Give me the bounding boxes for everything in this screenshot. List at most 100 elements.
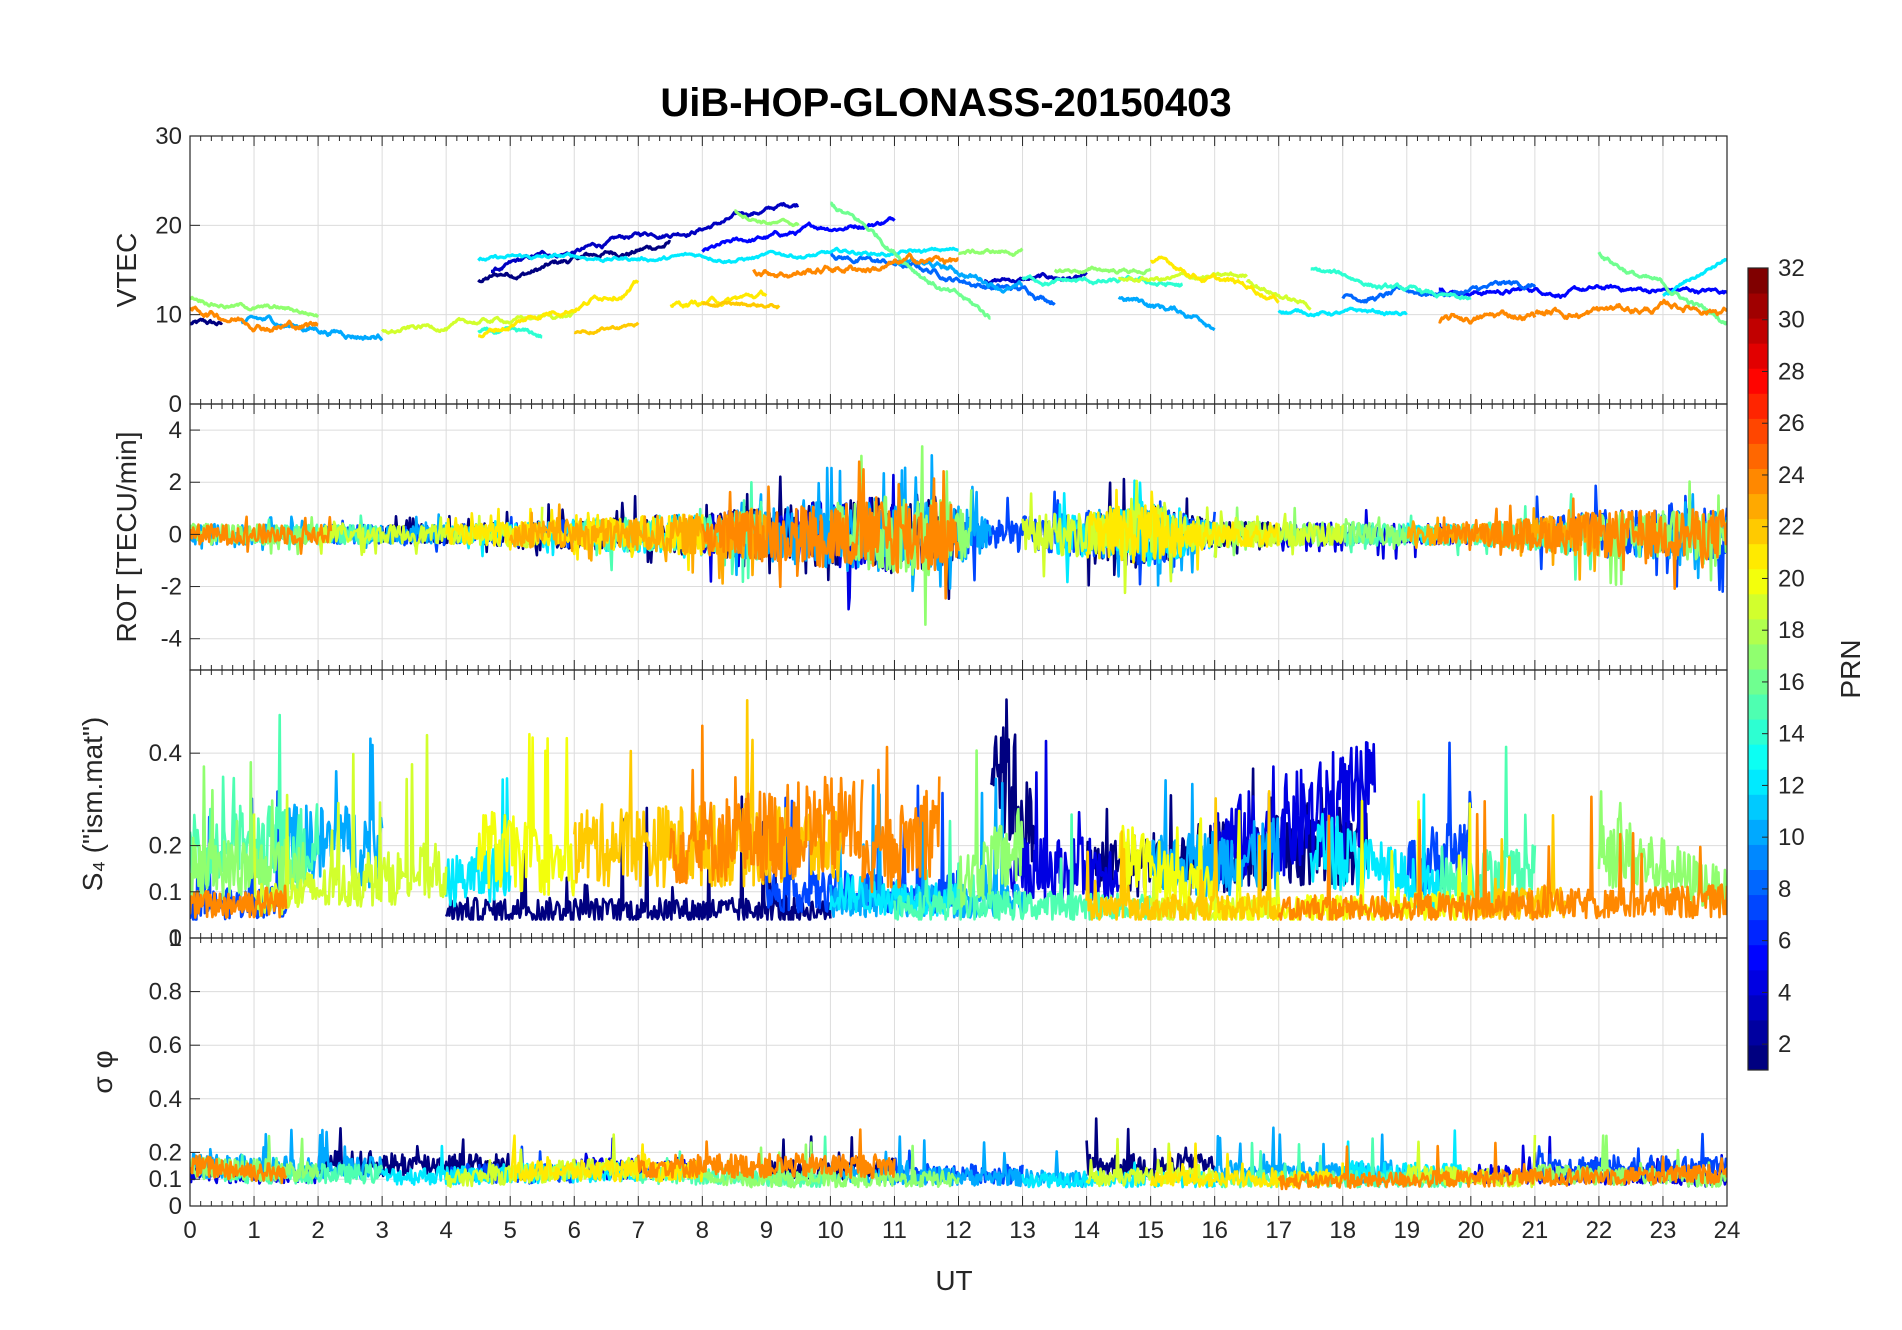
panel-vtec: 0 10 20 30 VTEC <box>111 123 1728 418</box>
series-line-prn-16 <box>829 201 992 320</box>
series-line-prn-17 <box>957 749 1024 908</box>
y-tick-label: 0.6 <box>149 1032 182 1059</box>
colorbar-step <box>1748 894 1768 921</box>
colorbar-step <box>1748 393 1768 419</box>
series-line-prn-1 <box>190 317 224 327</box>
x-tick-label: 4 <box>439 1217 452 1244</box>
colorbar-step <box>1748 568 1768 595</box>
y-axis-label-sigma: σ φ <box>87 1050 118 1093</box>
colorbar-step <box>1748 969 1768 996</box>
series-line-prn-12 <box>1277 306 1408 318</box>
series-line-prn-3 <box>490 202 800 273</box>
panel-sigma: 00.10.20.40.60.81σ φ <box>87 925 1728 1220</box>
colorbar-step <box>1748 618 1768 645</box>
series-line-prn-24 <box>1277 1141 1727 1191</box>
x-tick-label: 22 <box>1586 1217 1613 1244</box>
series-line-prn-22 <box>701 300 781 310</box>
series-line-prn-1 <box>444 795 832 921</box>
panel-rot: -4 -2 0 2 4 ROT [TECU/min] <box>111 403 1728 671</box>
colorbar-step <box>1748 268 1768 294</box>
colorbar-tick-label: 24 <box>1778 462 1805 489</box>
x-tick-label: 5 <box>504 1217 517 1244</box>
x-tick-label: 14 <box>1073 1217 1100 1244</box>
colorbar-step <box>1748 493 1768 520</box>
series-line-prn-21 <box>1085 488 1280 571</box>
x-tick-label: 17 <box>1265 1217 1292 1244</box>
y-tick-label: 2 <box>169 469 182 496</box>
y-tick-label: 0.1 <box>149 879 182 906</box>
series-line-prn-19 <box>252 733 448 918</box>
series-line-prn-17 <box>733 209 800 228</box>
colorbar-tick-label: 4 <box>1778 979 1791 1006</box>
y-tick-label: 1 <box>169 925 182 952</box>
colorbar-tick-label: 8 <box>1778 876 1791 903</box>
y-tick-label: 0 <box>169 925 182 952</box>
y-tick-label: 0 <box>169 521 182 548</box>
colorbar-step <box>1748 518 1768 545</box>
x-tick-label: 9 <box>760 1217 773 1244</box>
series-line-prn-19 <box>1245 278 1312 311</box>
y-tick-label: -4 <box>161 626 182 653</box>
series-line-prn-24 <box>190 884 288 919</box>
colorbar-step <box>1748 744 1768 770</box>
series-line-prn-19 <box>1117 271 1248 283</box>
series-line-prn-24 <box>669 724 864 885</box>
colorbar-tick-label: 6 <box>1778 928 1791 955</box>
series-line-prn-4 <box>1008 739 1120 901</box>
colorbar-tick-label: 30 <box>1778 307 1805 334</box>
colorbar-step <box>1748 643 1768 670</box>
series-line-prn-21 <box>444 507 704 572</box>
x-tick-label: 7 <box>632 1217 645 1244</box>
series-line-prn-10 <box>1117 295 1216 332</box>
series-sigma <box>190 1117 1727 1191</box>
series-line-prn-12 <box>1662 257 1727 298</box>
series-line-prn-24 <box>637 1128 896 1179</box>
x-tick-label: 13 <box>1009 1217 1036 1244</box>
y-tick-label: 30 <box>155 123 182 150</box>
series-line-prn-10 <box>190 1128 384 1181</box>
series-line-prn-10 <box>240 314 384 342</box>
colorbar-step <box>1748 1044 1768 1071</box>
series-s4 <box>190 698 1727 921</box>
colorbar-tick-label: 28 <box>1778 358 1805 385</box>
colorbar-step <box>1748 794 1768 820</box>
series-line-prn-3 <box>983 271 1088 286</box>
x-tick-label: 23 <box>1650 1217 1677 1244</box>
x-tick-label: 10 <box>817 1217 844 1244</box>
colorbar-step <box>1748 994 1768 1021</box>
series-line-prn-15 <box>1437 745 1537 907</box>
x-tick-label: 0 <box>183 1217 196 1244</box>
colorbar-label: PRN <box>1835 639 1866 698</box>
series-line-prn-21 <box>1149 1142 1345 1189</box>
series-line-prn-14 <box>1310 266 1472 301</box>
colorbar-step <box>1748 443 1768 469</box>
colorbar-step <box>1748 1019 1768 1046</box>
x-tick-label: 21 <box>1522 1217 1549 1244</box>
x-tick-label: 19 <box>1393 1217 1420 1244</box>
series-line-prn-21 <box>508 1134 704 1183</box>
colorbar-tick-label: 10 <box>1778 824 1805 851</box>
x-minor-ticks-rot <box>189 404 1728 670</box>
y-tick-label: 10 <box>155 302 182 329</box>
colorbar-tick-label: 22 <box>1778 514 1805 541</box>
y-tick-label: 0.4 <box>149 740 182 767</box>
y-tick-label: 0.4 <box>149 1086 182 1113</box>
colorbar-step <box>1748 418 1768 444</box>
colorbar-tick-label: 26 <box>1778 410 1805 437</box>
x-tick-label: 15 <box>1137 1217 1164 1244</box>
colorbar-step <box>1748 819 1768 845</box>
x-minor-ticks-s4 <box>189 670 1728 938</box>
colorbar-tick-label: 12 <box>1778 772 1805 799</box>
colorbar-step <box>1748 919 1768 946</box>
series-line-prn-24 <box>1437 497 1727 590</box>
colorbar-tick-label: 32 <box>1778 255 1805 282</box>
series-line-prn-20 <box>476 732 576 897</box>
colorbar-step <box>1748 293 1768 319</box>
colorbar-step <box>1748 944 1768 971</box>
series-line-prn-24 <box>701 460 960 600</box>
colorbar-tick-label: 20 <box>1778 565 1805 592</box>
colorbar-step <box>1748 468 1768 495</box>
x-tick-label: 8 <box>696 1217 709 1244</box>
x-minor-ticks-sigma <box>189 938 1728 1206</box>
